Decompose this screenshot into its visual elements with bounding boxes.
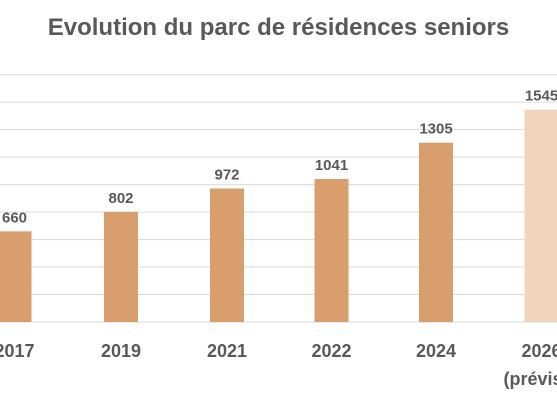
bar-2021 xyxy=(210,188,244,322)
x-tick-label-2024: 2024 xyxy=(416,341,456,361)
x-tick-label-2026: 2026 xyxy=(521,341,557,361)
x-tick-label-2022: 2022 xyxy=(311,341,351,361)
bar-2024 xyxy=(419,142,453,322)
x-tick-sublabel-2026: (prévision) xyxy=(503,369,557,389)
data-label-2026: 1545 xyxy=(525,88,557,105)
data-label-2024: 1305 xyxy=(419,121,452,138)
gridlines xyxy=(0,74,557,323)
data-label-2021: 972 xyxy=(214,166,239,183)
x-axis-labels: 2017 2019 2021 2022 2024 2026 (prévision) xyxy=(0,341,557,389)
data-label-2022: 1041 xyxy=(315,157,348,174)
bar-2017 xyxy=(0,231,32,322)
bar-2019 xyxy=(104,211,138,322)
x-tick-label-2021: 2021 xyxy=(207,341,247,361)
bar-2022 xyxy=(314,178,349,322)
data-labels: 660 802 972 1041 1305 1545 xyxy=(2,88,557,227)
x-tick-label-2019: 2019 xyxy=(101,341,141,361)
chart-title: Evolution du parc de résidences seniors xyxy=(47,14,510,41)
bar-2026 xyxy=(524,109,557,323)
data-label-2019: 802 xyxy=(108,190,133,207)
data-label-2017: 660 xyxy=(2,209,27,226)
x-tick-label-2017: 2017 xyxy=(0,341,35,361)
bars xyxy=(0,109,557,323)
